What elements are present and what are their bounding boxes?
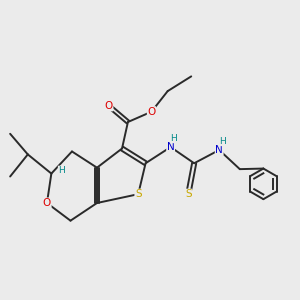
Text: S: S xyxy=(185,189,192,199)
Text: S: S xyxy=(135,189,142,199)
Text: N: N xyxy=(167,142,175,152)
Text: O: O xyxy=(147,107,156,117)
Text: N: N xyxy=(215,145,223,155)
Text: O: O xyxy=(43,198,51,208)
Text: O: O xyxy=(105,101,113,111)
Text: H: H xyxy=(58,166,65,175)
Text: H: H xyxy=(170,134,177,143)
Text: H: H xyxy=(219,137,226,146)
